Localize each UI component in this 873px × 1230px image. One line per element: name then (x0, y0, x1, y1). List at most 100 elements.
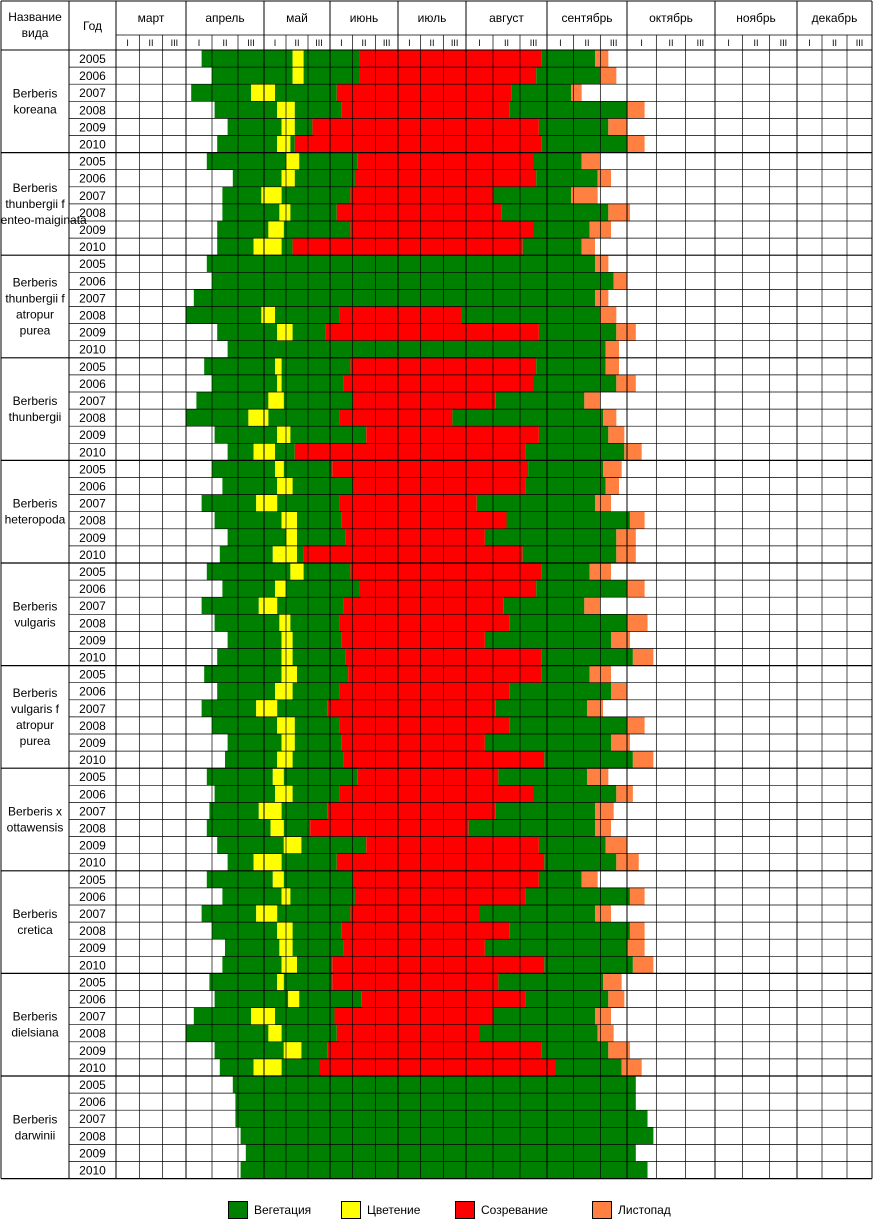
bar-leaf (584, 597, 601, 615)
bar-leaf (632, 751, 654, 769)
bar-leaf (597, 1024, 614, 1042)
species-name: Berberis thunbergii f argenteo-maiginata (0, 181, 87, 227)
bar-veg (294, 734, 342, 752)
bar-veg (281, 802, 328, 820)
year-label: 2009 (79, 120, 106, 134)
year-label: 2010 (79, 343, 106, 357)
bar-veg (290, 426, 367, 444)
bar-rip (339, 614, 510, 632)
year-label: 2008 (79, 822, 106, 836)
header-month-9: ноябрь (736, 11, 776, 25)
bar-veg (297, 511, 342, 529)
year-label: 2009 (79, 633, 106, 647)
bar-veg (214, 614, 280, 632)
header-decade: III (780, 38, 788, 48)
year-label: 2005 (79, 873, 106, 887)
bar-veg (227, 118, 282, 136)
year-label: 2010 (79, 1061, 106, 1075)
bar-leaf (587, 768, 609, 786)
bar-flo (277, 751, 293, 769)
header-decade: III (610, 38, 618, 48)
year-label: 2006 (79, 480, 106, 494)
year-label: 2007 (79, 291, 106, 305)
year-label: 2008 (79, 1129, 106, 1143)
bar-veg (232, 1076, 636, 1094)
bar-leaf (629, 922, 645, 940)
bar-rip (350, 186, 493, 204)
bar-leaf (627, 580, 645, 598)
species-name-line: atropur (16, 308, 54, 322)
bar-flo (286, 152, 300, 170)
bar-veg (536, 67, 601, 85)
species-name-line: Berberis (13, 1112, 58, 1126)
bar-flo (275, 460, 284, 478)
bar-leaf (629, 887, 645, 905)
bar-veg (525, 477, 606, 495)
bar-flo (253, 238, 282, 256)
year-label: 2007 (79, 1112, 106, 1126)
bar-veg (227, 528, 286, 546)
year-label: 2007 (79, 907, 106, 921)
legend: Вегетация Цветение Созревание Листопад (0, 1199, 873, 1221)
header-month-7: сентябрь (561, 11, 612, 25)
bar-rip (366, 426, 539, 444)
bar-rip (294, 135, 542, 153)
bar-rip (334, 1007, 493, 1025)
bar-veg (292, 939, 344, 957)
year-label: 2005 (79, 52, 106, 66)
species-name-line: Berberis (13, 86, 58, 100)
bar-rip (339, 716, 510, 734)
bar-leaf (632, 956, 654, 974)
species-name-line: thunbergii f (5, 197, 65, 211)
bar-leaf (597, 169, 611, 187)
header-decade: II (361, 38, 366, 48)
bar-rip (292, 238, 523, 256)
bar-leaf (616, 785, 633, 803)
bar-veg (222, 956, 282, 974)
year-label: 2007 (79, 86, 106, 100)
species-name: Berberis dielsiana (11, 1010, 59, 1040)
bar-veg (217, 221, 269, 239)
header-decade: I (640, 38, 643, 48)
bar-veg (484, 528, 617, 546)
bar-flo (272, 545, 297, 563)
bar-leaf (603, 409, 617, 427)
bar-veg (501, 203, 609, 221)
bar-veg (292, 477, 353, 495)
species-name-line: vulgaris (14, 615, 55, 629)
bar-veg (536, 580, 627, 598)
bar-flo (292, 67, 304, 85)
year-label: 2009 (79, 839, 106, 853)
bar-veg (281, 374, 344, 392)
header-decade: III (315, 38, 323, 48)
bar-flo (290, 563, 304, 581)
bar-flo (277, 426, 291, 444)
bar-leaf (595, 819, 611, 837)
species-name-line: dielsiana (11, 1026, 59, 1040)
species-name-line: cretica (17, 923, 53, 937)
year-label: 2009 (79, 531, 106, 545)
year-label: 2009 (79, 736, 106, 750)
year-label: 2009 (79, 326, 106, 340)
bar-leaf (587, 699, 603, 717)
bar-veg (509, 682, 611, 700)
bar-veg (297, 956, 333, 974)
bar-veg (214, 785, 275, 803)
bar-flo (258, 597, 278, 615)
header-decade: II (832, 38, 837, 48)
header-month-4: июнь (350, 11, 379, 25)
bar-rip (343, 374, 534, 392)
bar-veg (484, 734, 611, 752)
bar-veg (506, 511, 630, 529)
species-name: Berberis heteropoda (5, 497, 66, 527)
header-year: Год (83, 19, 102, 33)
header-decade: I (126, 38, 129, 48)
header-decade: I (808, 38, 811, 48)
bar-veg (292, 751, 344, 769)
legend-item-veg: Вегетация (228, 1199, 311, 1221)
bar-veg (191, 84, 251, 102)
bar-veg (536, 357, 606, 375)
bar-veg (235, 1110, 648, 1128)
header-decade: II (429, 38, 434, 48)
bar-veg (525, 990, 609, 1008)
